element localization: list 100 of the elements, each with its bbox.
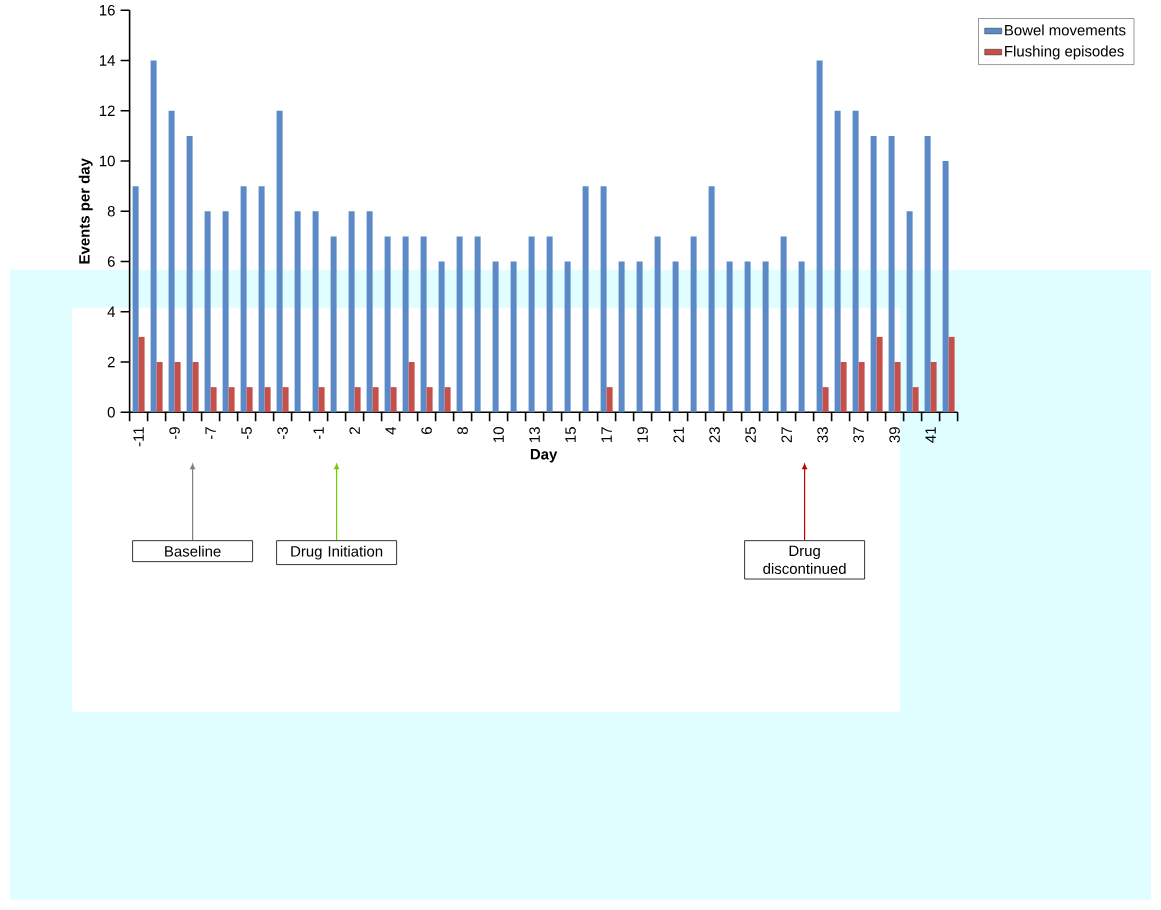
x-tick-label: -5 — [241, 427, 252, 440]
bar — [420, 236, 427, 413]
legend-label: Bowel movements — [1005, 24, 1126, 36]
bar — [672, 261, 679, 413]
bar — [528, 236, 535, 413]
y-tick-label: 12 — [99, 105, 115, 117]
bar — [318, 387, 325, 413]
bar — [636, 261, 643, 413]
y-axis-title: Events per day — [78, 158, 93, 264]
bar — [888, 136, 895, 413]
bar — [894, 362, 901, 413]
y-tick-label: 0 — [107, 407, 115, 418]
bar — [690, 236, 697, 413]
bar — [276, 110, 283, 413]
bar — [240, 186, 247, 413]
bar — [906, 211, 913, 413]
bar — [294, 211, 301, 413]
x-tick-label: 4 — [385, 427, 396, 435]
bar — [606, 387, 613, 413]
bar — [456, 236, 463, 413]
bar — [282, 387, 289, 413]
bar — [564, 261, 571, 413]
bar — [186, 136, 193, 413]
bar — [312, 211, 319, 413]
bar — [348, 211, 355, 413]
bar — [510, 261, 517, 413]
bar — [912, 387, 919, 413]
x-tick-label: 13 — [529, 427, 540, 443]
bar — [210, 387, 217, 413]
bar — [204, 211, 211, 413]
x-tick-label: 6 — [421, 427, 432, 435]
bar — [600, 186, 607, 413]
bar — [708, 186, 715, 413]
x-tick-label: 21 — [673, 427, 684, 443]
y-tick-label: 6 — [107, 256, 115, 267]
bar — [438, 261, 445, 413]
bar — [798, 261, 805, 413]
bar — [150, 60, 157, 413]
bar — [132, 186, 139, 413]
bar — [168, 110, 175, 413]
x-tick-label: 10 — [493, 427, 504, 443]
bar — [780, 236, 787, 413]
bar — [654, 236, 661, 413]
bar — [264, 387, 271, 413]
bar — [816, 60, 823, 413]
bar — [834, 110, 841, 413]
bar — [822, 387, 829, 413]
y-tick-label: 16 — [99, 5, 115, 16]
x-axis-title: Day — [530, 449, 558, 463]
x-tick-label: 41 — [925, 427, 936, 443]
bar — [426, 387, 433, 413]
x-tick-label: 27 — [781, 427, 792, 443]
bar — [942, 161, 949, 413]
x-tick-label: 23 — [709, 427, 720, 443]
bar — [744, 261, 751, 413]
x-tick-label: -1 — [313, 427, 324, 440]
x-tick-label: 15 — [565, 427, 576, 443]
x-tick-label: 39 — [889, 427, 900, 443]
y-tick-label: 14 — [99, 55, 115, 66]
text: Baseline — [165, 545, 221, 557]
bar — [492, 261, 499, 413]
bar — [840, 362, 847, 413]
bar — [174, 362, 181, 413]
text: Drug discontinued — [763, 545, 846, 575]
x-tick-label: 2 — [349, 427, 360, 435]
x-tick-label: 33 — [817, 427, 828, 443]
bar — [870, 136, 877, 413]
x-tick-label: 19 — [637, 427, 648, 443]
bar — [474, 236, 481, 413]
bar — [876, 337, 883, 413]
bar — [354, 387, 361, 413]
bar — [402, 236, 409, 413]
bar — [372, 387, 379, 413]
bar — [762, 261, 769, 413]
x-tick-label: 25 — [745, 427, 756, 443]
bar — [948, 337, 955, 413]
x-tick-label: 17 — [601, 427, 612, 443]
bar — [858, 362, 865, 413]
x-tick-label: 8 — [457, 427, 468, 435]
x-tick-label: -7 — [205, 427, 216, 440]
bar — [408, 362, 415, 413]
x-tick-label: -9 — [169, 427, 180, 440]
bar — [138, 337, 145, 413]
bar — [192, 362, 199, 413]
bar — [618, 261, 625, 413]
y-tick-label: 2 — [107, 356, 115, 368]
y-tick-label: 4 — [107, 306, 115, 318]
text: Drug Initiation — [291, 545, 383, 560]
y-tick-label: 8 — [107, 206, 115, 217]
bar — [384, 236, 391, 413]
x-tick-label: -11 — [133, 427, 144, 447]
bar — [726, 261, 733, 413]
bar — [222, 211, 229, 413]
bar — [924, 136, 931, 413]
bar — [582, 186, 589, 413]
bar — [228, 387, 235, 413]
bar — [390, 387, 397, 413]
bar — [156, 362, 163, 413]
legend-label: Flushing episodes — [1005, 45, 1124, 60]
bar — [930, 362, 937, 413]
